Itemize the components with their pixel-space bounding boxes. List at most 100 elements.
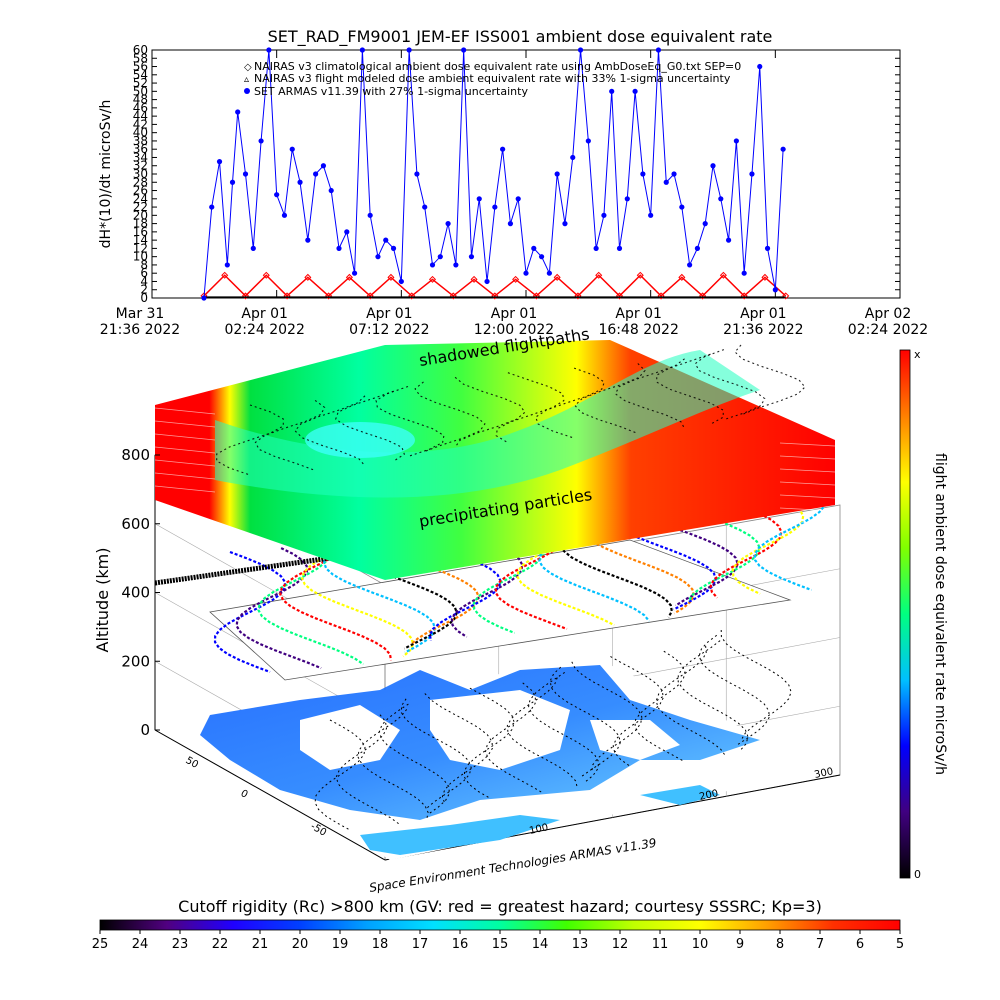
y-tick-label: 28 — [133, 175, 148, 189]
nairas-clim-point — [470, 275, 478, 283]
nairas-clim-point — [719, 271, 727, 279]
y-tick-label: 52 — [133, 76, 148, 90]
rc-tick-label: 12 — [612, 937, 629, 952]
armas-point — [554, 171, 560, 177]
legend-marker-nairas-flight: ▵ — [244, 74, 249, 85]
armas-point — [281, 212, 288, 218]
rc-tick-label: 20 — [292, 937, 309, 952]
map-land-b — [430, 690, 570, 770]
slab-stripe-right — [779, 442, 836, 447]
armas-point — [484, 278, 490, 285]
armas-point — [320, 163, 327, 169]
x-tick-label-date: Apr 01 — [241, 306, 287, 322]
y-tick-label: 20 — [133, 208, 148, 222]
armas-point — [640, 171, 646, 177]
armas-point — [679, 204, 685, 210]
3d-x-tick-100: 100 — [528, 822, 549, 837]
3d-x-tick-200: 200 — [698, 788, 719, 803]
timeseries-y-label: dH*(10)/dt microSv/h — [98, 100, 114, 249]
rc-tick-label: 15 — [492, 937, 509, 952]
series-line-2 — [203, 49, 784, 299]
3d-y-tick-neg50: -50 — [309, 821, 329, 839]
map-track — [424, 693, 493, 804]
slab-stripe-left — [154, 433, 216, 441]
nairas-clim-point — [553, 273, 561, 281]
armas-point — [351, 270, 358, 276]
map-flight-track-dots — [314, 629, 792, 831]
armas-point — [328, 187, 334, 194]
nairas-clim-point — [387, 273, 395, 281]
timeseries-series — [200, 47, 790, 301]
armas-point — [224, 262, 230, 268]
y-tick-label: 58 — [133, 51, 148, 65]
z-tick-label: 800 — [121, 446, 150, 464]
dose-colorbar-min: 0 — [914, 868, 921, 881]
slab-track — [414, 381, 486, 453]
y-tick-label: 4 — [140, 274, 148, 288]
dose-colorbar — [899, 349, 911, 879]
3d-z-axis-label: Altitude (km) — [93, 548, 112, 653]
nairas-clim-point — [428, 275, 437, 283]
3d-z-ticks: 0 200 400 600 800 — [121, 446, 160, 739]
x-tick-label-date: Apr 01 — [740, 306, 786, 322]
z-tick-label: 400 — [121, 584, 150, 602]
rc-tick-label: 22 — [212, 937, 229, 952]
x-tick-label-date: Mar 31 — [116, 306, 165, 322]
armas-point — [764, 245, 771, 251]
rc-tick-label: 8 — [776, 937, 784, 952]
armas-point — [593, 245, 599, 251]
armas-point — [414, 171, 420, 177]
armas-point — [733, 138, 739, 144]
nairas-clim-point — [512, 275, 520, 283]
armas-point — [216, 159, 223, 165]
y-tick-label: 34 — [133, 150, 148, 164]
armas-point — [344, 229, 350, 235]
armas-point — [702, 221, 708, 227]
armas-point — [468, 254, 475, 260]
map-track — [400, 698, 472, 810]
armas-point — [648, 212, 654, 218]
rc-tick-label: 9 — [736, 937, 744, 952]
x-tick-label-time: 02:24 2022 — [224, 322, 304, 338]
armas-point — [694, 245, 701, 251]
armas-point — [297, 179, 303, 185]
armas-point — [390, 245, 397, 251]
rc-tick-label: 14 — [532, 937, 549, 952]
armas-point — [406, 47, 412, 53]
armas-point — [461, 47, 467, 53]
rc-tick-label: 23 — [172, 937, 189, 952]
legend-entry-nairas-clim: NAIRAS v3 climatological ambient dose eq… — [254, 60, 741, 73]
armas-point — [209, 204, 215, 210]
orbit-track — [753, 468, 827, 592]
armas-point — [780, 146, 786, 152]
armas-point — [710, 163, 716, 169]
slab-track — [216, 404, 284, 476]
3d-y-tick-0: 0 — [239, 788, 250, 801]
y-tick-label: 46 — [133, 101, 148, 115]
map-track — [655, 645, 727, 757]
slab-track — [734, 344, 806, 416]
map-land-a — [300, 705, 400, 770]
armas-point — [242, 171, 249, 177]
armas-point — [718, 196, 724, 202]
armas-point — [546, 270, 552, 276]
y-tick-label: 50 — [133, 84, 148, 98]
armas-point — [229, 179, 236, 185]
armas-point — [453, 262, 459, 268]
y-tick-label: 18 — [133, 217, 148, 231]
orbit-track — [235, 547, 322, 670]
map-island — [640, 785, 720, 805]
3d-x-tick-300: 300 — [813, 766, 834, 781]
rc-tick-label: 19 — [332, 937, 349, 952]
armas-point — [655, 47, 662, 53]
armas-point — [500, 146, 506, 152]
nairas-clim-point — [678, 273, 686, 281]
slab-stripe-right — [779, 494, 836, 499]
armas-point — [359, 47, 365, 53]
map-antarctica — [360, 815, 560, 855]
x-tick-label-time: 21:36 2022 — [100, 322, 180, 338]
armas-point — [562, 221, 568, 227]
rc-tick-label: 7 — [816, 937, 824, 952]
orbit-shadow-track — [154, 545, 401, 586]
